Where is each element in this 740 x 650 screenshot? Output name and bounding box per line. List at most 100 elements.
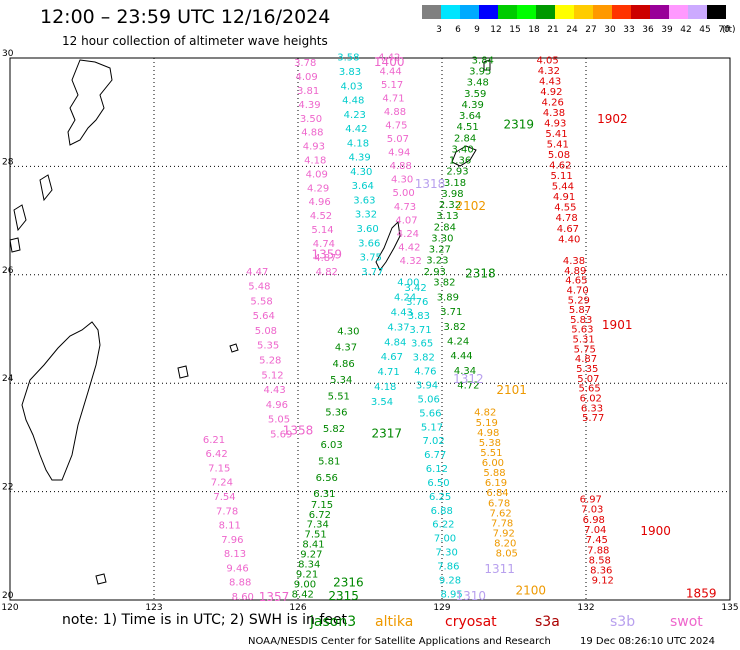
x-tick-label: 126 bbox=[289, 603, 306, 612]
legend-item: cryosat bbox=[445, 614, 497, 630]
colorbar-swatch bbox=[441, 5, 460, 19]
wave-height-value: 8.88 bbox=[229, 578, 251, 589]
wave-height-value: 7.24 bbox=[211, 478, 233, 489]
wave-height-value: 5.00 bbox=[392, 188, 414, 199]
wave-height-value: 4.39 bbox=[348, 153, 370, 164]
wave-height-value: 5.88 bbox=[483, 468, 505, 479]
island-coastline bbox=[9, 237, 21, 253]
wave-height-value: 2.84 bbox=[454, 133, 476, 144]
pass-time-label: 1902 bbox=[597, 112, 628, 126]
wave-height-value: 4.24 bbox=[397, 229, 419, 240]
wave-height-value: 6.98 bbox=[583, 515, 605, 526]
pass-time-label: 1318 bbox=[415, 177, 446, 191]
wave-height-value: 4.96 bbox=[308, 197, 330, 208]
wave-height-value: 6.50 bbox=[427, 478, 449, 489]
wave-height-value: 7.88 bbox=[587, 545, 609, 556]
colorbar-swatch bbox=[669, 5, 688, 19]
wave-height-value: 8.34 bbox=[298, 559, 320, 570]
colorbar-label: 18 bbox=[528, 25, 540, 35]
wave-height-value: 4.74 bbox=[313, 239, 335, 250]
wave-height-value: 5.31 bbox=[572, 335, 594, 346]
wave-height-value: 5.36 bbox=[325, 408, 347, 419]
wave-height-value: 7.03 bbox=[581, 505, 603, 516]
wave-height-value: 5.11 bbox=[550, 171, 572, 182]
units-note: note: 1) Time is in UTC; 2) SWH is in fe… bbox=[62, 612, 347, 628]
pass-time-label: 2101 bbox=[496, 383, 527, 397]
wave-height-value: 5.64 bbox=[253, 311, 275, 322]
wave-height-value: 4.37 bbox=[387, 322, 409, 333]
wave-height-value: 8.05 bbox=[496, 549, 518, 560]
colorbar-label: 6 bbox=[455, 25, 461, 35]
wave-height-value: 4.39 bbox=[462, 100, 484, 111]
island-coastline bbox=[13, 204, 27, 232]
pass-time-label: 2318 bbox=[465, 267, 496, 281]
x-tick-label: 132 bbox=[577, 603, 594, 612]
okinawa-coastline bbox=[375, 220, 401, 271]
wave-height-value: 3.82 bbox=[413, 353, 435, 364]
island-coastline bbox=[39, 174, 53, 202]
colorbar-swatch bbox=[479, 5, 498, 19]
wave-height-value: 4.44 bbox=[380, 66, 402, 77]
wave-height-value: 3.63 bbox=[353, 195, 375, 206]
wave-height-value: 4.23 bbox=[344, 110, 366, 121]
wave-height-value: 7.78 bbox=[491, 518, 513, 529]
wave-height-value: 3.64 bbox=[459, 111, 481, 122]
wave-height-value: 4.73 bbox=[394, 202, 416, 213]
y-tick-label: 22 bbox=[2, 483, 13, 493]
wave-height-value: 7.45 bbox=[586, 535, 608, 546]
wave-height-value: 5.44 bbox=[552, 182, 574, 193]
wave-height-value: 5.35 bbox=[576, 364, 598, 375]
y-tick-label: 26 bbox=[2, 266, 14, 276]
footer-credit: NOAA/NESDIS Center for Satellite Applica… bbox=[248, 636, 551, 647]
wave-height-value: 3.48 bbox=[467, 78, 489, 89]
wave-height-value: 4.88 bbox=[301, 128, 323, 139]
y-tick-label: 20 bbox=[2, 591, 14, 601]
wave-height-value: 4.47 bbox=[246, 267, 268, 278]
wave-height-value: 4.32 bbox=[400, 256, 422, 267]
y-tick-label: 30 bbox=[2, 49, 14, 59]
wave-height-value: 4.03 bbox=[340, 81, 362, 92]
wave-height-value: 4.94 bbox=[388, 148, 410, 159]
wave-height-value: 5.08 bbox=[255, 326, 277, 337]
wave-height-value: 5.28 bbox=[259, 355, 281, 366]
pass-time-label: 2102 bbox=[456, 199, 487, 213]
pass-time-label: 1358 bbox=[283, 424, 314, 438]
wave-height-value: 3.23 bbox=[426, 256, 448, 267]
pass-time-label: 1359 bbox=[312, 248, 343, 262]
wave-height-value: 5.17 bbox=[381, 80, 403, 91]
pass-time-label: 1357 bbox=[259, 590, 290, 604]
wave-height-value: 6.42 bbox=[205, 449, 227, 460]
wave-height-value: 8.95 bbox=[440, 589, 462, 600]
page-subtitle: 12 hour collection of altimeter wave hei… bbox=[62, 34, 328, 48]
x-tick-label: 120 bbox=[1, 603, 18, 612]
wave-height-value: 6.02 bbox=[580, 393, 602, 404]
wave-height-value: 4.07 bbox=[395, 215, 417, 226]
wave-height-value: 8.60 bbox=[232, 592, 254, 603]
wave-height-value: 7.51 bbox=[304, 530, 326, 541]
wave-height-value: 4.62 bbox=[549, 161, 571, 172]
pass-time-label: 1310 bbox=[456, 589, 487, 603]
wave-height-value: 3.30 bbox=[431, 233, 453, 244]
x-tick-label: 123 bbox=[145, 603, 162, 612]
wave-height-value: 6.84 bbox=[486, 488, 508, 499]
wave-height-value: 6.72 bbox=[309, 510, 331, 521]
wave-height-value: 6.56 bbox=[316, 473, 338, 484]
colorbar-label: 36 bbox=[642, 25, 654, 35]
wave-height-value: 4.43 bbox=[264, 385, 286, 396]
wave-height-value: 3.42 bbox=[404, 283, 426, 294]
wave-height-value: 3.27 bbox=[429, 245, 451, 256]
wave-height-value: 3.64 bbox=[352, 181, 374, 192]
wave-height-value: 8.11 bbox=[219, 521, 241, 532]
wave-height-value: 5.51 bbox=[328, 391, 350, 402]
wave-height-value: 4.89 bbox=[564, 266, 586, 277]
wave-height-value: 4.24 bbox=[447, 336, 469, 347]
wave-height-value: 4.42 bbox=[345, 124, 367, 135]
wave-height-value: 4.67 bbox=[381, 352, 403, 363]
colorbar-label: 42 bbox=[680, 25, 691, 35]
wave-height-value: 4.26 bbox=[542, 98, 564, 109]
wave-height-value: 7.30 bbox=[436, 548, 458, 559]
wave-height-value: 5.06 bbox=[418, 394, 440, 405]
wave-height-value: 7.00 bbox=[434, 534, 456, 545]
wave-height-value: 3.76 bbox=[406, 297, 428, 308]
